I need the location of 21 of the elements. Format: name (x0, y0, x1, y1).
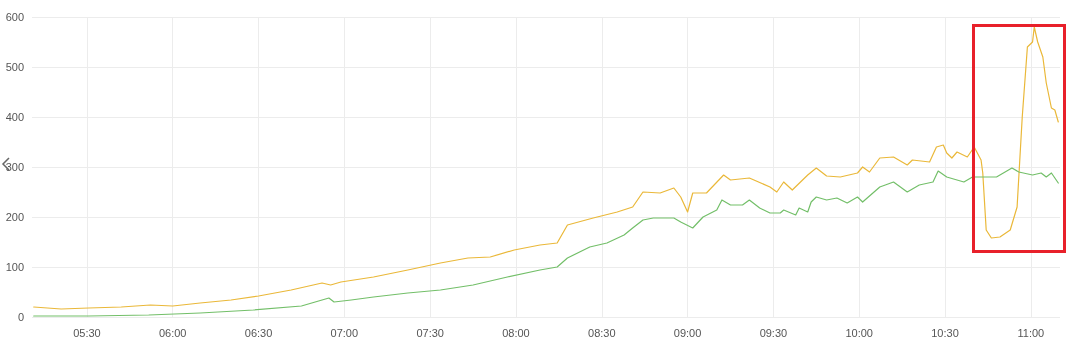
line-series (33, 167, 1059, 317)
line-series (33, 26, 1059, 310)
x-tick-label: 07:30 (416, 326, 444, 339)
x-tick-label: 10:00 (845, 326, 873, 339)
x-tick-label: 09:00 (673, 326, 702, 339)
y-tick-label: 600 (5, 11, 24, 23)
x-tick-label: 06:30 (244, 326, 273, 339)
y-tick-label: 200 (5, 211, 24, 223)
x-tick-label: 11:00 (1017, 326, 1045, 339)
y-tick-label: 400 (5, 111, 24, 123)
x-tick-label: 08:00 (502, 326, 530, 339)
y-tick-label: 500 (5, 61, 24, 73)
x-tick-label: 05:30 (73, 326, 101, 339)
x-tick-label: 10:30 (931, 326, 959, 339)
y-tick-label: 300 (5, 161, 24, 173)
x-tick-label: 08:30 (588, 326, 616, 339)
y-tick-label: 100 (5, 261, 24, 273)
y-tick-label: 0 (17, 311, 24, 323)
x-tick-label: 06:00 (158, 326, 187, 339)
x-tick-label: 09:30 (759, 326, 788, 339)
x-tick-label: 07:00 (330, 326, 359, 339)
